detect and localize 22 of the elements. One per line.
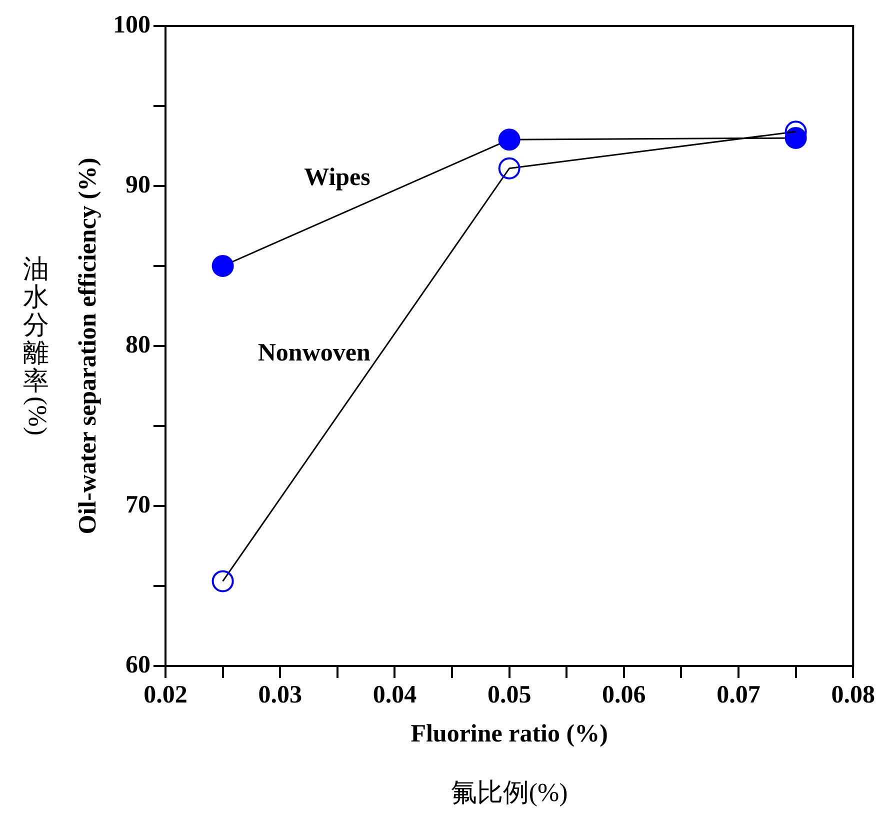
x-tick-label: 0.08 xyxy=(831,681,875,708)
point xyxy=(498,157,520,180)
y-tick-label: 100 xyxy=(113,11,150,38)
y-tick-label: 60 xyxy=(126,651,150,678)
y-tick-label: 90 xyxy=(126,171,150,198)
x-tick-label: 0.03 xyxy=(258,681,302,708)
text: 油水分離率(%) xyxy=(23,254,52,436)
text: 氟比例(%) xyxy=(450,778,568,807)
y-tick-label: 70 xyxy=(126,491,150,518)
y-axis-title: Oil-water separation efficiency (%) xyxy=(74,158,102,534)
point xyxy=(212,255,234,277)
x-tick-label: 0.06 xyxy=(602,681,646,708)
x-tick-label: 0.07 xyxy=(716,681,760,708)
point xyxy=(212,570,234,592)
series-label: Wipes xyxy=(304,164,371,191)
x-tick-label: 0.05 xyxy=(487,681,532,708)
x-tick-label: 0.04 xyxy=(372,681,418,708)
y-tick-label: 80 xyxy=(126,331,150,358)
x-axis-title: Fluorine ratio (%) xyxy=(410,720,608,748)
series-label: Nonwoven xyxy=(258,340,370,367)
point xyxy=(498,128,520,151)
x-tick-label: 0.02 xyxy=(144,681,188,708)
